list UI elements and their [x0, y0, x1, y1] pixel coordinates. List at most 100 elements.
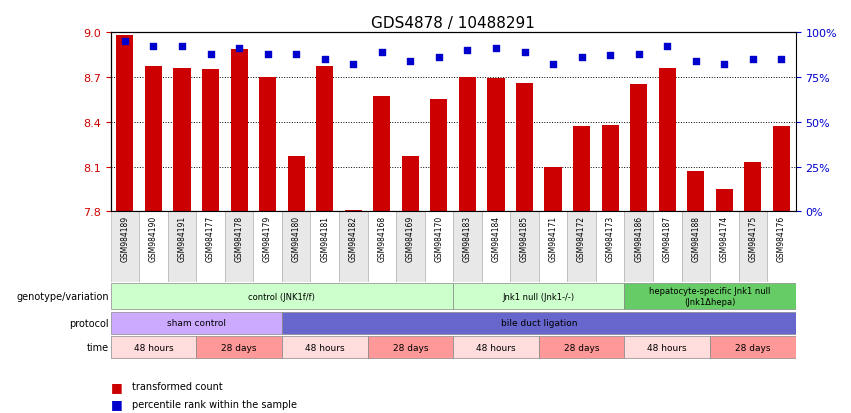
Text: GSM984169: GSM984169	[406, 215, 414, 261]
Bar	[282, 336, 368, 358]
Bar	[596, 212, 625, 282]
Bar	[710, 336, 796, 358]
Point	[689, 58, 703, 65]
Bar	[197, 336, 282, 358]
Text: GSM984180: GSM984180	[292, 215, 300, 261]
Point	[260, 51, 274, 58]
Bar	[311, 212, 339, 282]
Bar	[282, 212, 311, 282]
Bar	[259, 78, 277, 212]
Bar	[539, 336, 625, 358]
Text: GSM984168: GSM984168	[377, 215, 386, 261]
Bar	[625, 212, 653, 282]
Bar	[168, 212, 197, 282]
Point	[432, 55, 446, 62]
Text: genotype/variation: genotype/variation	[16, 292, 109, 301]
Text: GSM984175: GSM984175	[748, 215, 757, 261]
Bar	[516, 84, 533, 212]
Bar	[573, 127, 591, 212]
Text: GSM984173: GSM984173	[606, 215, 614, 261]
Text: GSM984186: GSM984186	[634, 215, 643, 261]
Bar	[111, 283, 453, 310]
Text: ■: ■	[111, 397, 123, 411]
Bar	[431, 100, 448, 212]
Bar	[197, 212, 225, 282]
Bar	[773, 127, 790, 212]
Text: 48 hours: 48 hours	[477, 343, 516, 351]
Text: GSM984183: GSM984183	[463, 215, 472, 261]
Text: 28 days: 28 days	[564, 343, 599, 351]
Text: hepatocyte-specific Jnk1 null
(Jnk1Δhepa): hepatocyte-specific Jnk1 null (Jnk1Δhepa…	[649, 287, 771, 306]
Text: GSM984185: GSM984185	[520, 215, 529, 261]
Bar	[254, 212, 282, 282]
Bar	[402, 157, 419, 212]
Point	[717, 62, 731, 69]
Point	[460, 47, 474, 54]
Bar	[767, 212, 796, 282]
Bar	[174, 69, 191, 212]
Text: 28 days: 28 days	[735, 343, 771, 351]
Bar	[145, 67, 162, 212]
Bar	[488, 79, 505, 212]
Bar	[545, 167, 562, 212]
Text: GSM984179: GSM984179	[263, 215, 272, 261]
Point	[660, 44, 674, 51]
Bar	[317, 67, 334, 212]
Text: ■: ■	[111, 380, 123, 393]
Point	[346, 62, 360, 69]
Bar	[659, 69, 676, 212]
Point	[203, 51, 217, 58]
Bar	[602, 126, 619, 212]
Bar	[511, 212, 539, 282]
Text: 28 days: 28 days	[221, 343, 257, 351]
Text: transformed count: transformed count	[132, 381, 223, 391]
Bar	[739, 212, 767, 282]
Bar	[282, 312, 796, 334]
Bar	[716, 190, 733, 212]
Bar	[482, 212, 511, 282]
Bar	[459, 78, 476, 212]
Point	[403, 58, 417, 65]
Point	[118, 39, 132, 45]
Point	[146, 44, 160, 51]
Bar	[231, 50, 248, 212]
Point	[232, 46, 246, 52]
Text: GSM984181: GSM984181	[320, 215, 329, 261]
Bar	[374, 97, 391, 212]
Bar	[745, 163, 762, 212]
Point	[632, 51, 646, 58]
Bar	[630, 85, 648, 212]
Text: GSM984178: GSM984178	[235, 215, 243, 261]
Point	[375, 50, 389, 56]
Bar	[625, 336, 710, 358]
Bar	[140, 212, 168, 282]
Point	[517, 50, 531, 56]
Text: GSM984189: GSM984189	[120, 215, 129, 261]
Bar	[682, 212, 710, 282]
Bar	[425, 212, 453, 282]
Bar	[117, 36, 134, 212]
Point	[603, 53, 617, 59]
Text: 48 hours: 48 hours	[648, 343, 687, 351]
Bar	[396, 212, 425, 282]
Point	[489, 46, 503, 52]
Bar	[111, 312, 282, 334]
Bar	[288, 157, 305, 212]
Text: protocol: protocol	[70, 318, 109, 328]
Bar	[111, 212, 140, 282]
Point	[289, 51, 303, 58]
Text: GSM984184: GSM984184	[492, 215, 500, 261]
Text: control (JNK1f/f): control (JNK1f/f)	[248, 292, 316, 301]
Point	[574, 55, 588, 62]
Text: GSM984190: GSM984190	[149, 215, 158, 261]
Bar	[339, 212, 368, 282]
Point	[546, 62, 560, 69]
Text: GSM984174: GSM984174	[720, 215, 728, 261]
Bar	[453, 212, 482, 282]
Text: GSM984176: GSM984176	[777, 215, 786, 261]
Bar	[688, 171, 705, 212]
Text: GSM984172: GSM984172	[577, 215, 586, 261]
Text: 48 hours: 48 hours	[305, 343, 345, 351]
Bar	[710, 212, 739, 282]
Text: GSM984182: GSM984182	[349, 215, 357, 261]
